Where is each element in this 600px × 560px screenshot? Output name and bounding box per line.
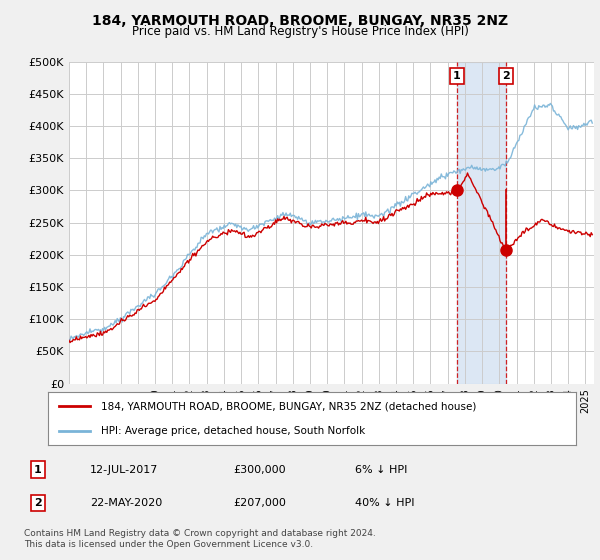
Text: 1: 1 [453, 71, 461, 81]
Text: £207,000: £207,000 [234, 498, 287, 508]
Text: 2: 2 [502, 71, 510, 81]
Bar [457, 62, 506, 384]
Text: HPI: Average price, detached house, South Norfolk: HPI: Average price, detached house, Sout… [101, 426, 365, 436]
Text: 12-JUL-2017: 12-JUL-2017 [90, 465, 158, 475]
Text: Contains HM Land Registry data © Crown copyright and database right 2024.
This d: Contains HM Land Registry data © Crown c… [24, 529, 376, 549]
Text: 2: 2 [34, 498, 41, 508]
Text: £300,000: £300,000 [234, 465, 286, 475]
Text: 40% ↓ HPI: 40% ↓ HPI [355, 498, 415, 508]
Text: 6% ↓ HPI: 6% ↓ HPI [355, 465, 407, 475]
Text: 184, YARMOUTH ROAD, BROOME, BUNGAY, NR35 2NZ (detached house): 184, YARMOUTH ROAD, BROOME, BUNGAY, NR35… [101, 402, 476, 412]
Text: Price paid vs. HM Land Registry's House Price Index (HPI): Price paid vs. HM Land Registry's House … [131, 25, 469, 38]
Text: 1: 1 [34, 465, 41, 475]
Text: 22-MAY-2020: 22-MAY-2020 [90, 498, 163, 508]
Text: 184, YARMOUTH ROAD, BROOME, BUNGAY, NR35 2NZ: 184, YARMOUTH ROAD, BROOME, BUNGAY, NR35… [92, 14, 508, 28]
